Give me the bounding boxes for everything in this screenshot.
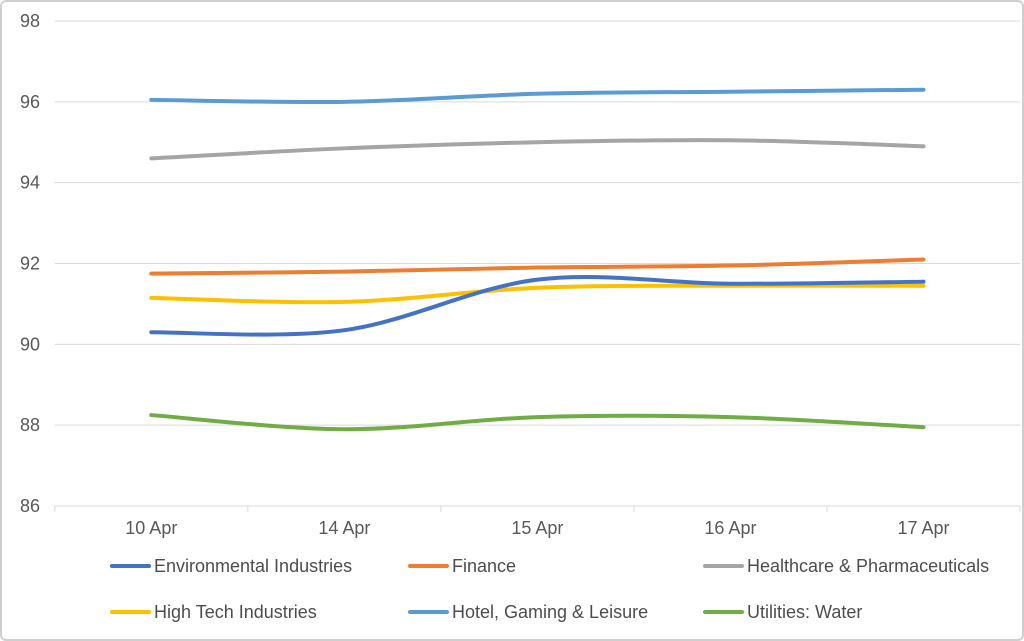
x-axis-label: 14 Apr (318, 518, 370, 538)
series-line-environmental-industries (149, 275, 926, 337)
y-axis-label: 88 (20, 415, 40, 435)
legend-line-swatch-high-tech-industries (110, 609, 151, 615)
y-axis-label: 96 (20, 92, 40, 112)
legend-label: Hotel, Gaming & Leisure (452, 601, 649, 622)
legend-label: Finance (452, 555, 517, 576)
series-line-healthcare-pharmaceuticals (149, 138, 926, 161)
legend-item-finance: Finance (408, 555, 516, 577)
legend-item-environmental-industries: Environmental Industries (110, 555, 352, 577)
legend-line-swatch-healthcare-pharmaceuticals (703, 563, 744, 569)
legend-line-swatch-hotel-gaming-leisure (408, 609, 449, 615)
legend-label: Utilities: Water (747, 601, 863, 622)
series-line-utilities-water (149, 413, 926, 432)
series-line-finance (149, 257, 926, 276)
legend-line-swatch-environmental-industries (110, 563, 151, 569)
y-axis-labels: 86 88 90 92 94 96 98 (20, 11, 40, 516)
y-axis-label: 94 (20, 173, 40, 193)
x-axis-label: 15 Apr (511, 518, 563, 538)
legend-item-utilities-water: Utilities: Water (703, 601, 862, 623)
series-line-hotel-gaming-leisure (149, 87, 926, 105)
y-axis-label: 92 (20, 254, 40, 274)
legend-item-high-tech-industries: High Tech Industries (110, 601, 317, 623)
x-axis-label: 10 Apr (125, 518, 177, 538)
legend-line-swatch-utilities-water (703, 609, 744, 615)
series-lines (149, 87, 926, 432)
x-axis-label: 17 Apr (897, 518, 949, 538)
line-chart-plot: 86 88 90 92 94 96 98 10 Apr 14 Apr 15 Apr 16 Apr 17… (20, 11, 1021, 538)
x-axis-ticks (54, 506, 1021, 512)
legend-label: Healthcare & Pharmaceuticals (747, 555, 990, 576)
legend-label: High Tech Industries (154, 601, 317, 622)
x-axis-labels: 10 Apr 14 Apr 15 Apr 16 Apr 17 Apr (125, 518, 949, 538)
y-axis-label: 86 (20, 496, 40, 516)
y-axis-label: 98 (20, 11, 40, 31)
x-axis-label: 16 Apr (704, 518, 756, 538)
legend-item-healthcare-pharmaceuticals: Healthcare & Pharmaceuticals (703, 555, 989, 577)
y-axis-label: 90 (20, 334, 40, 354)
legend-label: Environmental Industries (154, 555, 353, 576)
legend-line-swatch-finance (408, 563, 449, 569)
series-line-high-tech-industries (149, 283, 926, 305)
legend-item-hotel-gaming-leisure: Hotel, Gaming & Leisure (408, 601, 648, 623)
